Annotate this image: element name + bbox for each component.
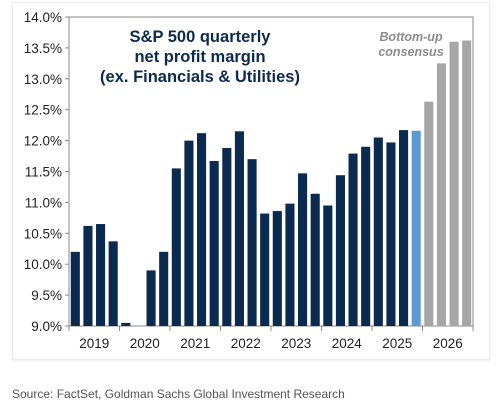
bar-actual [171, 168, 181, 326]
bar-actual [96, 224, 106, 326]
bar-actual [399, 130, 409, 326]
y-tick-label: 12.5% [24, 103, 62, 118]
bar-actual [285, 203, 295, 326]
bar-latest [411, 130, 421, 326]
x-year-label: 2026 [433, 336, 463, 351]
x-year-label: 2024 [332, 336, 363, 351]
bar-actual [386, 142, 396, 326]
y-tick-label: 14.0% [24, 10, 62, 25]
source-note: Source: FactSet, Goldman Sachs Global In… [12, 387, 345, 401]
bar-actual [247, 159, 257, 326]
bar-consensus [462, 40, 472, 326]
bar-actual [260, 213, 270, 326]
consensus-annotation-line: consensus [378, 45, 443, 59]
y-tick-label: 13.5% [24, 41, 62, 56]
chart-title-line: net profit margin [134, 48, 265, 66]
bar-actual [272, 211, 282, 326]
y-tick-label: 10.5% [24, 226, 62, 241]
bar-consensus [449, 41, 459, 326]
bar-actual [348, 153, 358, 326]
chart-title-line: (ex. Financials & Utilities) [100, 68, 300, 86]
chart-card: 9.0% 9.5% 10.0% 10.5% 11.0% 11.5% 12.0% 12.5% 13… [12, 2, 490, 360]
bar-actual [146, 270, 156, 326]
y-tick-label: 12.0% [24, 134, 62, 149]
bar-actual [184, 140, 194, 326]
bar-actual [234, 131, 244, 326]
bar-actual [70, 251, 80, 326]
bar-actual [121, 322, 131, 326]
profit-margin-chart: 9.0% 9.5% 10.0% 10.5% 11.0% 11.5% 12.0% 12.5% 13… [24, 10, 474, 351]
x-year-label: 2021 [180, 336, 210, 351]
y-tick-label: 13.0% [24, 72, 62, 87]
bar-actual [323, 205, 333, 326]
bar-actual [361, 146, 371, 326]
bar-consensus [436, 63, 446, 326]
x-year-label: 2023 [281, 336, 311, 351]
chart-title-line: S&P 500 quarterly [130, 28, 272, 46]
x-year-label: 2025 [382, 336, 412, 351]
bar-actual [222, 148, 232, 326]
bar-actual [335, 175, 345, 326]
consensus-annotation-line: Bottom-up [379, 30, 443, 44]
y-tick-label: 11.0% [25, 195, 62, 210]
bar-actual [159, 251, 169, 326]
bar-actual [373, 137, 383, 326]
bar-actual [298, 173, 308, 326]
bar-consensus [424, 101, 434, 326]
x-year-label: 2020 [130, 336, 160, 351]
y-tick-label: 9.5% [31, 288, 62, 303]
y-tick-label: 11.5% [25, 165, 62, 180]
bar-actual [310, 193, 320, 326]
bar-actual [209, 160, 219, 326]
bar-actual [83, 225, 93, 326]
x-year-label: 2019 [79, 336, 109, 351]
y-tick-label: 9.0% [31, 319, 62, 334]
bar-actual [197, 133, 207, 326]
y-tick-label: 10.0% [24, 257, 62, 272]
bar-actual [108, 241, 118, 326]
x-year-label: 2022 [231, 336, 261, 351]
